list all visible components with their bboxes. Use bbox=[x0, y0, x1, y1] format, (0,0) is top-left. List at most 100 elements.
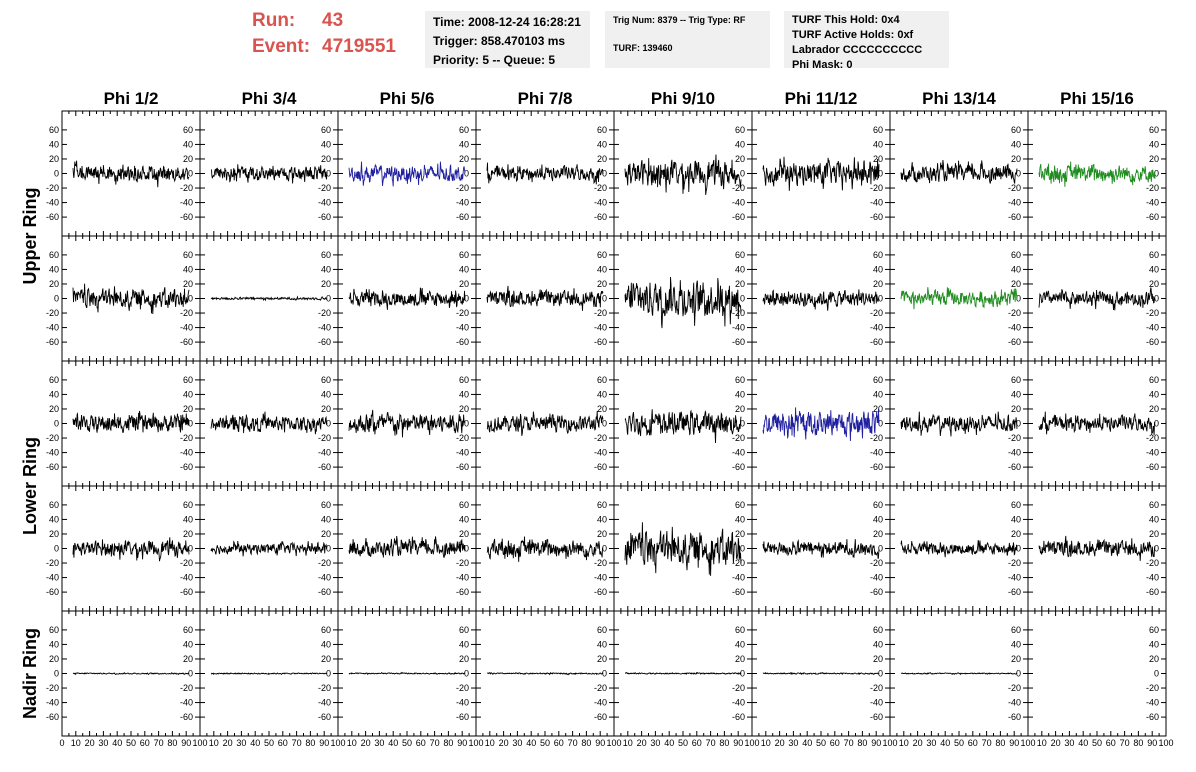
y-tick-label: 20 bbox=[1149, 529, 1159, 539]
y-tick-label: -20 bbox=[1146, 683, 1159, 693]
y-tick-label: 20 bbox=[735, 279, 745, 289]
y-tick-label: -40 bbox=[732, 698, 745, 708]
y-tick-label: -40 bbox=[1146, 448, 1159, 458]
x-tick-label: 70 bbox=[154, 738, 164, 748]
y-tick-label: -20 bbox=[1008, 433, 1021, 443]
y-tick-label: -60 bbox=[870, 462, 883, 472]
y-tick-label: -20 bbox=[180, 558, 193, 568]
column-header: Phi 13/14 bbox=[922, 89, 996, 108]
y-tick-label: -60 bbox=[1146, 337, 1159, 347]
waveform-trace bbox=[72, 672, 190, 676]
x-tick-label: 50 bbox=[402, 738, 412, 748]
y-tick-label: 0 bbox=[602, 294, 607, 304]
y-tick-label: 20 bbox=[597, 654, 607, 664]
y-tick-label: 40 bbox=[597, 264, 607, 274]
x-tick-label: 0 bbox=[59, 738, 64, 748]
trig-num-text: Trig Num: 8379 -- Trig Type: RF bbox=[613, 15, 746, 25]
x-tick-label: 80 bbox=[719, 738, 729, 748]
run-label: Run: bbox=[252, 10, 296, 31]
y-tick-label: 40 bbox=[49, 639, 59, 649]
x-tick-label: 60 bbox=[1106, 738, 1116, 748]
turf-active-holds-text: TURF Active Holds: 0xf bbox=[792, 29, 914, 41]
x-tick-label: 100 bbox=[1020, 738, 1035, 748]
y-tick-label: -40 bbox=[1146, 198, 1159, 208]
y-tick-label: 0 bbox=[54, 669, 59, 679]
y-tick-label: -20 bbox=[180, 683, 193, 693]
y-tick-label: -20 bbox=[180, 308, 193, 318]
x-tick-label: 80 bbox=[995, 738, 1005, 748]
y-tick-label: 20 bbox=[597, 404, 607, 414]
y-tick-label: -60 bbox=[318, 587, 331, 597]
y-tick-label: 40 bbox=[459, 514, 469, 524]
y-tick-label: -40 bbox=[1146, 323, 1159, 333]
y-tick-label: 0 bbox=[740, 669, 745, 679]
x-tick-label: 20 bbox=[637, 738, 647, 748]
y-tick-label: 0 bbox=[602, 419, 607, 429]
y-tick-label: 0 bbox=[602, 169, 607, 179]
y-tick-label: -20 bbox=[594, 183, 607, 193]
y-tick-label: 40 bbox=[1149, 389, 1159, 399]
y-tick-label: 0 bbox=[464, 419, 469, 429]
x-tick-label: 40 bbox=[112, 738, 122, 748]
y-tick-label: -20 bbox=[870, 433, 883, 443]
y-tick-label: -40 bbox=[318, 448, 331, 458]
column-header: Phi 9/10 bbox=[651, 89, 715, 108]
y-tick-label: 60 bbox=[597, 500, 607, 510]
y-tick-label: 40 bbox=[1011, 514, 1021, 524]
y-tick-label: -40 bbox=[1008, 198, 1021, 208]
waveform-trace bbox=[210, 411, 328, 435]
y-tick-label: 40 bbox=[1149, 139, 1159, 149]
y-tick-label: -20 bbox=[732, 433, 745, 443]
y-tick-label: -20 bbox=[318, 183, 331, 193]
y-tick-label: -20 bbox=[46, 308, 59, 318]
y-tick-label: 40 bbox=[1149, 514, 1159, 524]
x-tick-label: 10 bbox=[1037, 738, 1047, 748]
y-tick-label: 60 bbox=[873, 375, 883, 385]
y-tick-label: 40 bbox=[873, 639, 883, 649]
waveform-trace bbox=[486, 162, 604, 185]
waveform-trace bbox=[72, 537, 190, 562]
y-tick-label: 20 bbox=[183, 279, 193, 289]
y-tick-label: -20 bbox=[46, 183, 59, 193]
y-tick-label: 20 bbox=[459, 154, 469, 164]
x-tick-label: 70 bbox=[844, 738, 854, 748]
y-tick-label: -60 bbox=[180, 712, 193, 722]
y-tick-label: 0 bbox=[1016, 544, 1021, 554]
y-tick-label: -40 bbox=[732, 198, 745, 208]
y-tick-label: 20 bbox=[597, 279, 607, 289]
waveform-trace bbox=[900, 672, 1018, 676]
y-tick-label: 20 bbox=[735, 154, 745, 164]
y-tick-label: -40 bbox=[180, 448, 193, 458]
row-label: Lower Ring bbox=[20, 437, 40, 535]
y-tick-label: 0 bbox=[1016, 294, 1021, 304]
y-tick-label: 0 bbox=[464, 669, 469, 679]
y-tick-label: -60 bbox=[870, 337, 883, 347]
y-tick-label: 60 bbox=[1011, 375, 1021, 385]
x-tick-label: 90 bbox=[319, 738, 329, 748]
x-tick-label: 50 bbox=[126, 738, 136, 748]
y-tick-label: 60 bbox=[735, 500, 745, 510]
x-tick-label: 40 bbox=[388, 738, 398, 748]
y-tick-label: -20 bbox=[1146, 183, 1159, 193]
y-tick-label: -60 bbox=[180, 462, 193, 472]
y-tick-label: -20 bbox=[318, 558, 331, 568]
y-tick-label: -60 bbox=[870, 212, 883, 222]
x-tick-label: 70 bbox=[568, 738, 578, 748]
run-value: 43 bbox=[322, 10, 344, 31]
y-tick-label: 0 bbox=[464, 294, 469, 304]
x-tick-label: 20 bbox=[775, 738, 785, 748]
y-tick-label: -60 bbox=[1008, 587, 1021, 597]
y-tick-label: 40 bbox=[321, 389, 331, 399]
x-tick-label: 30 bbox=[788, 738, 798, 748]
y-tick-label: -40 bbox=[318, 198, 331, 208]
waveform-trace bbox=[486, 285, 604, 311]
y-tick-label: 20 bbox=[459, 654, 469, 664]
x-tick-label: 30 bbox=[374, 738, 384, 748]
y-tick-label: 60 bbox=[183, 500, 193, 510]
y-tick-label: 20 bbox=[873, 154, 883, 164]
x-tick-label: 10 bbox=[761, 738, 771, 748]
y-tick-label: 40 bbox=[735, 139, 745, 149]
waveform-trace bbox=[900, 287, 1018, 310]
x-tick-label: 30 bbox=[926, 738, 936, 748]
